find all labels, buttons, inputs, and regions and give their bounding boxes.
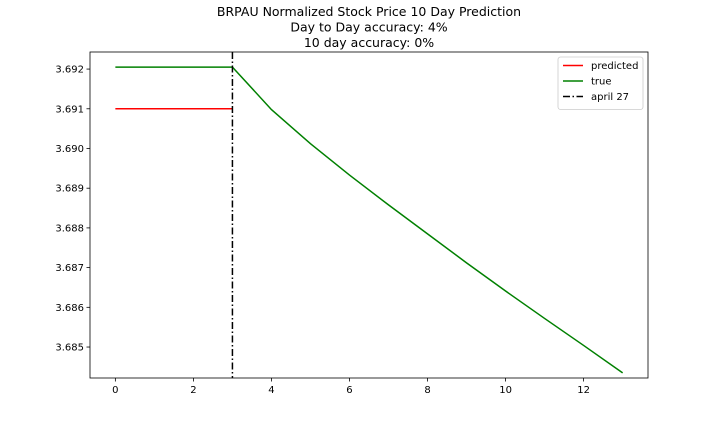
chart-title: BRPAU Normalized Stock Price 10 Day Pred… [217, 4, 521, 50]
x-tick-label: 12 [577, 385, 590, 396]
y-tick-label: 3.689 [55, 184, 84, 195]
y-tick-label: 3.691 [55, 104, 84, 115]
y-tick-label: 3.686 [55, 303, 84, 314]
y-tick-label: 3.688 [55, 223, 84, 234]
y-tick-label: 3.685 [55, 343, 84, 354]
plot-area: 0 2 4 6 8 10 12 3.685 3.686 3.687 3.688 3.689 3.690 3… [55, 51, 649, 396]
x-tick-label: 0 [112, 385, 118, 396]
axes-frame [89, 51, 649, 379]
y-tick-label: 3.692 [55, 65, 84, 76]
title-line-2: Day to Day accuracy: 4% [290, 20, 447, 35]
title-line-1: BRPAU Normalized Stock Price 10 Day Pred… [217, 4, 521, 19]
x-tick-label: 10 [499, 385, 512, 396]
legend-label-true: true [591, 77, 612, 88]
x-tick-label: 4 [268, 385, 274, 396]
x-tick-label: 6 [346, 385, 352, 396]
y-tick-label: 3.690 [55, 144, 84, 155]
legend-label-april-27: april 27 [591, 92, 629, 103]
x-tick-label: 2 [190, 385, 196, 396]
x-tick-label: 8 [424, 385, 430, 396]
title-line-3: 10 day accuracy: 0% [304, 35, 434, 50]
y-tick-label: 3.687 [55, 263, 84, 274]
legend-label-predicted: predicted [591, 61, 638, 72]
series-line-true [115, 66, 624, 374]
legend: predicted true april 27 [557, 56, 644, 110]
